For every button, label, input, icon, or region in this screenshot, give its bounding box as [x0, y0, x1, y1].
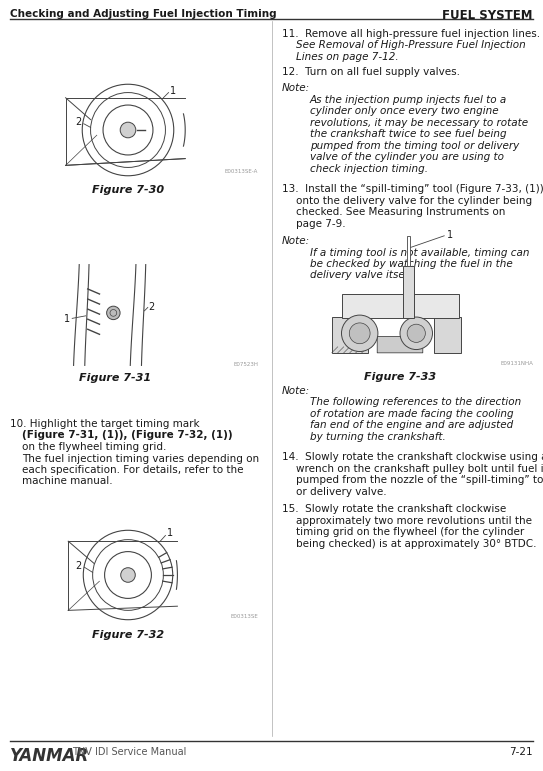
- Bar: [407, 237, 411, 266]
- Text: E00313SE-A: E00313SE-A: [225, 169, 258, 174]
- Text: 11.  Remove all high-pressure fuel injection lines.: 11. Remove all high-pressure fuel inject…: [282, 29, 540, 39]
- Text: pumped from the timing tool or delivery: pumped from the timing tool or delivery: [310, 140, 519, 150]
- Circle shape: [106, 306, 120, 320]
- Text: Note:: Note:: [282, 83, 310, 93]
- Text: 12.  Turn on all fuel supply valves.: 12. Turn on all fuel supply valves.: [282, 67, 460, 77]
- Text: onto the delivery valve for the cylinder being: onto the delivery valve for the cylinder…: [296, 196, 532, 206]
- Text: The fuel injection timing varies depending on: The fuel injection timing varies dependi…: [22, 453, 259, 463]
- FancyBboxPatch shape: [377, 336, 423, 353]
- Bar: [332, 317, 368, 353]
- Text: Figure 7-30: Figure 7-30: [92, 184, 164, 194]
- Text: TNV IDI Service Manual: TNV IDI Service Manual: [72, 747, 186, 757]
- Circle shape: [342, 315, 378, 352]
- Text: The following references to the direction: The following references to the directio…: [310, 397, 521, 407]
- Text: of rotation are made facing the cooling: of rotation are made facing the cooling: [310, 409, 514, 419]
- Text: wrench on the crankshaft pulley bolt until fuel is: wrench on the crankshaft pulley bolt unt…: [296, 464, 543, 474]
- Text: E09131NHA: E09131NHA: [500, 361, 533, 365]
- Circle shape: [349, 323, 370, 344]
- Circle shape: [120, 122, 136, 138]
- Bar: [342, 295, 458, 318]
- Text: fan end of the engine and are adjusted: fan end of the engine and are adjusted: [310, 420, 513, 430]
- Text: the crankshaft twice to see fuel being: the crankshaft twice to see fuel being: [310, 129, 507, 139]
- Text: E00313SE: E00313SE: [230, 614, 258, 619]
- Circle shape: [121, 567, 135, 582]
- Text: Checking and Adjusting Fuel Injection Timing: Checking and Adjusting Fuel Injection Ti…: [10, 9, 276, 19]
- Text: FUEL SYSTEM: FUEL SYSTEM: [443, 9, 533, 22]
- Text: Lines on page 7-12.: Lines on page 7-12.: [296, 52, 399, 62]
- Text: approximately two more revolutions until the: approximately two more revolutions until…: [296, 516, 532, 526]
- Text: page 7-9.: page 7-9.: [296, 219, 346, 229]
- Text: Note:: Note:: [282, 386, 310, 396]
- Text: 1: 1: [169, 86, 176, 96]
- Text: As the injection pump injects fuel to a: As the injection pump injects fuel to a: [310, 95, 507, 105]
- Text: 15.  Slowly rotate the crankshaft clockwise: 15. Slowly rotate the crankshaft clockwi…: [282, 504, 506, 514]
- Text: 2: 2: [149, 301, 155, 311]
- Text: timing grid on the flywheel (for the cylinder: timing grid on the flywheel (for the cyl…: [296, 527, 524, 537]
- Text: Figure 7-33: Figure 7-33: [364, 372, 436, 382]
- Text: on the flywheel timing grid.: on the flywheel timing grid.: [22, 442, 166, 452]
- Text: revolutions, it may be necessary to rotate: revolutions, it may be necessary to rota…: [310, 117, 528, 127]
- Text: each specification. For details, refer to the: each specification. For details, refer t…: [22, 465, 243, 475]
- Text: 14.  Slowly rotate the crankshaft clockwise using a: 14. Slowly rotate the crankshaft clockwi…: [282, 453, 543, 463]
- Text: 1: 1: [167, 528, 173, 538]
- Text: machine manual.: machine manual.: [22, 476, 112, 487]
- Text: valve of the cylinder you are using to: valve of the cylinder you are using to: [310, 152, 504, 162]
- Bar: [403, 266, 414, 318]
- Text: be checked by watching the fuel in the: be checked by watching the fuel in the: [310, 259, 513, 269]
- Text: See Removal of High-Pressure Fuel Injection: See Removal of High-Pressure Fuel Inject…: [296, 41, 526, 50]
- Text: Note:: Note:: [282, 236, 310, 246]
- Text: If a timing tool is not available, timing can: If a timing tool is not available, timin…: [310, 247, 529, 258]
- Bar: [434, 317, 461, 353]
- Circle shape: [407, 324, 425, 342]
- Text: Figure 7-31: Figure 7-31: [79, 373, 151, 383]
- Text: cylinder only once every two engine: cylinder only once every two engine: [310, 106, 498, 116]
- Text: 1: 1: [64, 315, 70, 324]
- Text: 13.  Install the “spill-timing” tool (Figure 7-33, (1)): 13. Install the “spill-timing” tool (Fig…: [282, 184, 543, 194]
- Text: checked. See Measuring Instruments on: checked. See Measuring Instruments on: [296, 207, 506, 217]
- Text: (Figure 7-31, (1)), (Figure 7-32, (1)): (Figure 7-31, (1)), (Figure 7-32, (1)): [22, 430, 232, 440]
- Text: 2: 2: [75, 117, 81, 127]
- Text: being checked) is at approximately 30° BTDC.: being checked) is at approximately 30° B…: [296, 539, 536, 549]
- Text: check injection timing.: check injection timing.: [310, 163, 428, 173]
- Text: 1: 1: [447, 230, 453, 240]
- Text: YANMAR: YANMAR: [10, 747, 89, 765]
- Text: delivery valve itself.: delivery valve itself.: [310, 271, 414, 281]
- Text: 2: 2: [75, 561, 81, 571]
- Text: E07523H: E07523H: [233, 362, 258, 368]
- Text: pumped from the nozzle of the “spill-timing” tool: pumped from the nozzle of the “spill-tim…: [296, 476, 543, 486]
- Text: Figure 7-32: Figure 7-32: [92, 630, 164, 640]
- Text: or delivery valve.: or delivery valve.: [296, 487, 387, 497]
- Circle shape: [400, 317, 433, 349]
- Text: by turning the crankshaft.: by turning the crankshaft.: [310, 432, 446, 442]
- Text: 7-21: 7-21: [509, 747, 533, 757]
- Text: 10. Highlight the target timing mark: 10. Highlight the target timing mark: [10, 419, 200, 429]
